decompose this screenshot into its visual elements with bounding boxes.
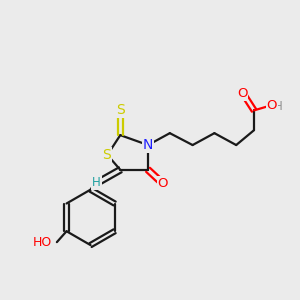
Text: H: H: [273, 100, 282, 113]
Text: N: N: [143, 138, 153, 152]
Text: HO: HO: [32, 236, 52, 249]
Text: O: O: [267, 99, 277, 112]
Text: S: S: [116, 103, 125, 117]
Text: S: S: [102, 148, 111, 162]
Text: O: O: [237, 87, 247, 100]
Text: O: O: [158, 177, 168, 190]
Text: H: H: [92, 176, 101, 189]
